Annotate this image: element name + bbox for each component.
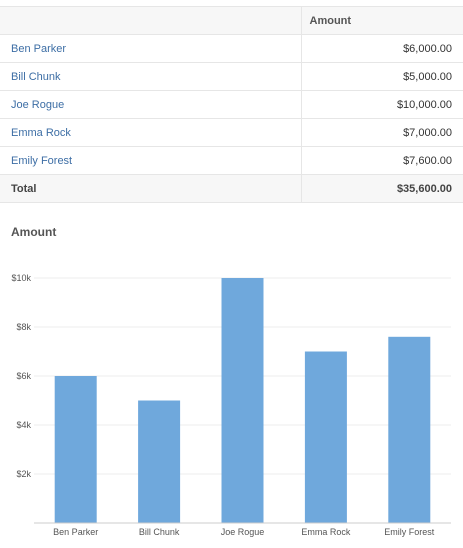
row-name-link[interactable]: Emily Forest (0, 146, 302, 175)
y-tick-label: $4k (16, 420, 31, 430)
x-tick-label: Emily Forest (384, 527, 435, 537)
row-amount: $5,000.00 (301, 62, 463, 91)
bar-chart: $2k $4k $6k $8k $10k Ben Parker Bill Chunk Joe… (11, 273, 451, 537)
x-axis-ticks: Ben Parker Bill Chunk Joe Rogue Emma Rock Em… (53, 527, 435, 537)
bar[interactable] (304, 351, 347, 524)
header-row: Amount (0, 6, 463, 35)
row-name-link[interactable]: Joe Rogue (0, 90, 302, 119)
total-amount: $35,600.00 (301, 174, 463, 203)
x-tick-label: Joe Rogue (221, 527, 265, 537)
bar[interactable] (138, 400, 181, 524)
data-table: Amount Ben Parker $6,000.00 Bill Chunk $… (0, 6, 463, 203)
row-amount: $10,000.00 (301, 90, 463, 119)
x-tick-label: Bill Chunk (139, 527, 180, 537)
x-tick-label: Ben Parker (53, 527, 98, 537)
table-row: Ben Parker $6,000.00 (0, 34, 463, 63)
report: Amount Ben Parker $6,000.00 Bill Chunk $… (0, 6, 463, 203)
y-tick-label: $10k (11, 273, 31, 283)
x-tick-label: Emma Rock (301, 527, 351, 537)
bar[interactable] (54, 376, 97, 523)
bar[interactable] (388, 336, 431, 523)
y-tick-label: $8k (16, 322, 31, 332)
row-name-link[interactable]: Emma Rock (0, 118, 302, 147)
total-label: Total (0, 174, 302, 203)
row-amount: $7,000.00 (301, 118, 463, 147)
row-name-link[interactable]: Ben Parker (0, 34, 302, 63)
total-row: Total $35,600.00 (0, 174, 463, 203)
y-tick-label: $2k (16, 469, 31, 479)
table-row: Emma Rock $7,000.00 (0, 118, 463, 147)
table-row: Bill Chunk $5,000.00 (0, 62, 463, 91)
row-amount: $6,000.00 (301, 34, 463, 63)
table-row: Joe Rogue $10,000.00 (0, 90, 463, 119)
bars (54, 278, 431, 524)
amount-column-header[interactable]: Amount (301, 6, 463, 35)
table-row: Emily Forest $7,600.00 (0, 146, 463, 175)
chart-title: Amount (11, 225, 57, 239)
row-name-link[interactable]: Bill Chunk (0, 62, 302, 91)
y-axis-ticks: $2k $4k $6k $8k $10k (11, 273, 31, 479)
name-column-header (0, 6, 302, 35)
bar[interactable] (221, 278, 264, 523)
row-amount: $7,600.00 (301, 146, 463, 175)
y-tick-label: $6k (16, 371, 31, 381)
